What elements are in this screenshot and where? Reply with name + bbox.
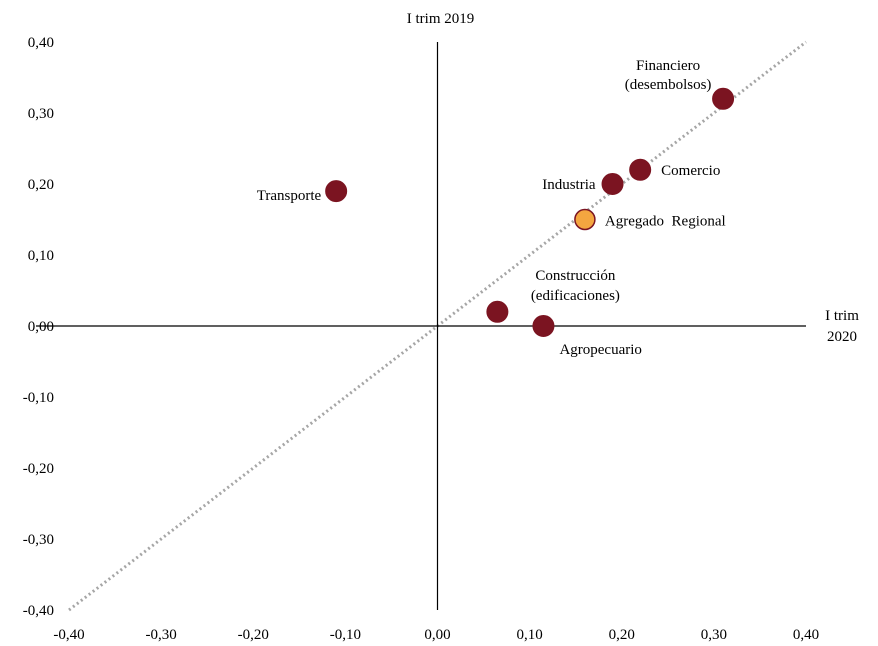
y-tick-label: 0,30: [28, 106, 54, 122]
tick-labels-layer: 0,40 0,30 0,20 0,10 0,00 -0,10 -0,20 -0,30 -0,40…: [23, 35, 819, 643]
x-tick-label: 0,40: [793, 627, 819, 643]
data-point: [601, 173, 624, 195]
y-tick-label: -0,30: [23, 532, 54, 548]
data-point-label: (edificaciones): [531, 288, 620, 304]
x-tick-label: 0,00: [424, 627, 450, 643]
axes-layer: [36, 42, 806, 610]
data-point: [629, 158, 652, 181]
x-tick-label: -0,20: [238, 627, 269, 643]
x-axis-title-line1: I trim: [825, 308, 859, 324]
y-tick-label: -0,20: [23, 461, 54, 477]
y-axis-title: I trim 2019: [407, 11, 475, 27]
data-point: [486, 300, 509, 323]
x-tick-label: -0,30: [146, 627, 177, 643]
data-point-label: Transporte: [257, 188, 322, 204]
data-point: [532, 315, 555, 337]
data-point-label: Industria: [542, 177, 596, 193]
x-tick-label: -0,40: [53, 627, 84, 643]
axis-titles-layer: I trim 2019 I trim 2020: [407, 11, 859, 345]
data-point: [325, 180, 348, 203]
data-point-label: Comercio: [661, 163, 720, 179]
data-point-label: Agregado Regional: [605, 214, 726, 230]
data-point: [712, 87, 735, 110]
x-axis-title-line2: 2020: [827, 329, 857, 345]
y-tick-label: 0,40: [28, 35, 54, 51]
data-point: [574, 208, 596, 231]
x-tick-label: 0,30: [701, 627, 727, 643]
point-labels-layer: Financiero (desembolsos) Comercio Industria…: [257, 58, 726, 358]
x-tick-label: 0,20: [609, 627, 635, 643]
data-point-label: Financiero: [636, 58, 700, 74]
x-tick-label: -0,10: [330, 627, 361, 643]
y-tick-label: -0,40: [23, 603, 54, 619]
x-tick-label: 0,10: [517, 627, 543, 643]
y-tick-label: -0,10: [23, 390, 54, 406]
y-tick-label: 0,20: [28, 177, 54, 193]
data-points-layer: [325, 87, 735, 337]
y-tick-label: 0,10: [28, 248, 54, 264]
data-point-label: (desembolsos): [625, 77, 712, 93]
y-tick-label: 0,00: [28, 319, 54, 335]
data-point-label: Agropecuario: [559, 342, 641, 358]
data-point-label: Construcción: [535, 268, 615, 284]
